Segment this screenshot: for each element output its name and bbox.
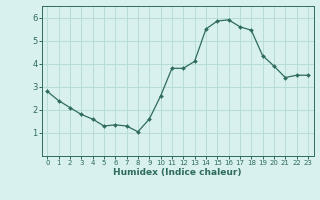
X-axis label: Humidex (Indice chaleur): Humidex (Indice chaleur): [113, 168, 242, 177]
